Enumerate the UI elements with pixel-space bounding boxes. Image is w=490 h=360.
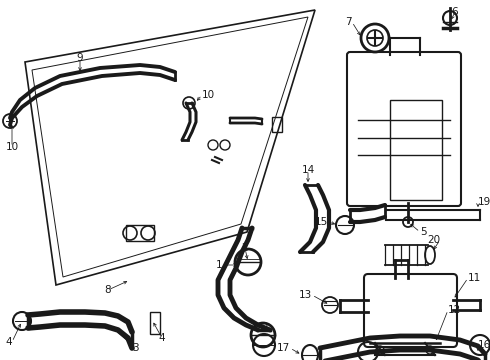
Bar — [126, 225, 154, 241]
Text: 6: 6 — [452, 7, 458, 17]
Text: 10: 10 — [202, 90, 215, 100]
Text: 2: 2 — [242, 243, 248, 253]
Text: 12: 12 — [448, 305, 461, 315]
Text: 2: 2 — [262, 323, 269, 333]
Text: 15: 15 — [315, 217, 328, 227]
Text: 17: 17 — [277, 343, 290, 353]
Text: 11: 11 — [468, 273, 481, 283]
Bar — [272, 117, 282, 132]
Text: 5: 5 — [420, 227, 427, 237]
Text: 4: 4 — [159, 333, 165, 343]
Text: 8: 8 — [105, 285, 111, 295]
Text: 9: 9 — [77, 53, 83, 63]
Text: 13: 13 — [299, 290, 312, 300]
Bar — [390, 100, 442, 200]
Text: 1: 1 — [216, 260, 222, 270]
Bar — [150, 312, 160, 334]
Text: 16: 16 — [478, 340, 490, 350]
Text: 4: 4 — [5, 337, 12, 347]
Text: 3: 3 — [132, 343, 138, 353]
Text: 20: 20 — [427, 235, 440, 245]
Text: 19: 19 — [478, 197, 490, 207]
Text: 14: 14 — [301, 165, 315, 175]
Text: 10: 10 — [5, 142, 19, 152]
Text: 7: 7 — [345, 17, 352, 27]
